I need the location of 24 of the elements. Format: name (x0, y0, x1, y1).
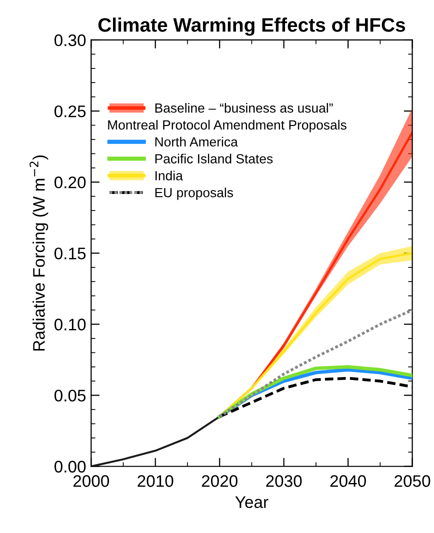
y-tick-label: 0.15 (54, 248, 86, 260)
x-tick-label: 2030 (266, 475, 302, 487)
x-tick-label: 2040 (330, 475, 366, 487)
y-tick-label: 0.05 (54, 390, 86, 402)
legend-label: Baseline – “business as usual” (155, 103, 333, 113)
x-tick-label: 2020 (202, 475, 238, 487)
y-tick-label: 0.30 (54, 34, 86, 46)
line-series (218, 308, 412, 418)
x-tick-label: 2050 (394, 475, 430, 487)
x-axis-title: Year (235, 496, 268, 508)
y-tick-label: 0.20 (54, 176, 86, 188)
y-tick-label: 0.10 (54, 318, 86, 330)
legend-label: North America (155, 136, 238, 147)
annotation: EU proposals (155, 188, 234, 200)
legend-label: Pacific Island States (155, 154, 273, 164)
x-tick-label: 2010 (138, 475, 174, 487)
y-tick-label: 0.00 (54, 460, 86, 473)
y-tick-label: 0.25 (54, 105, 86, 118)
y-axis-title: Radiative Forcing (W m$^{−2}$) (30, 155, 48, 351)
x-tick-label: 2000 (73, 475, 110, 487)
chart-title: Climate Warming Effects of HFCs (98, 18, 406, 36)
line-series (91, 416, 221, 466)
legend-label: India (156, 170, 183, 180)
legend-title: Montreal Protocol Amendment Proposals (108, 120, 346, 132)
